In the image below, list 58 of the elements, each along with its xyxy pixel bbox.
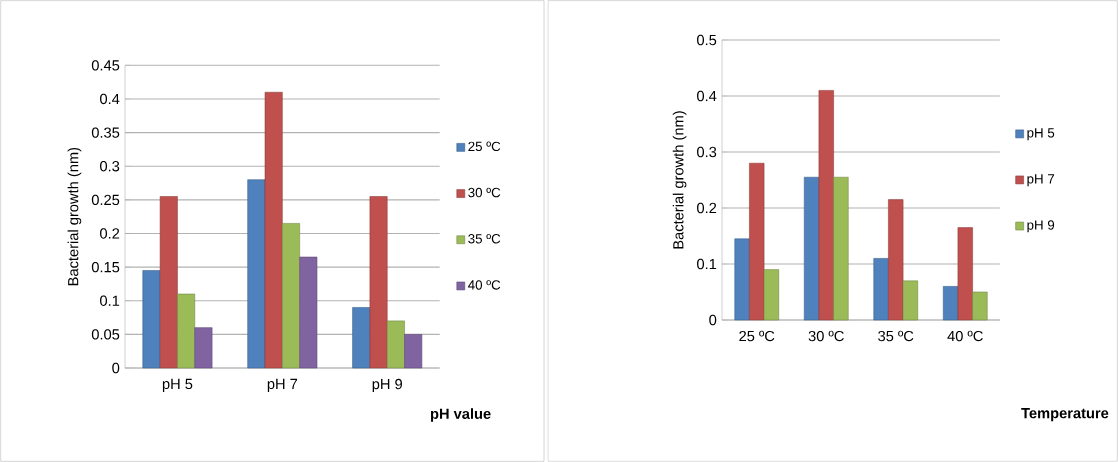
y-axis-title: Bacterial growth (nm)	[672, 111, 687, 249]
y-tick-label: 0.05	[91, 329, 120, 340]
x-tick-label: 40 ºC	[947, 330, 983, 342]
bar	[833, 176, 849, 321]
legend-label: 35 ºC	[468, 234, 501, 244]
y-tick-label: 0.1	[697, 258, 717, 270]
y-tick-label: 0.25	[91, 194, 120, 206]
bar	[734, 238, 750, 321]
y-tick-label: 0.35	[91, 127, 120, 138]
bar	[352, 307, 371, 369]
bar	[386, 320, 405, 369]
x-tick-label: 35 ºC	[878, 330, 914, 342]
legend-label: pH 5	[1027, 128, 1055, 141]
x-tick-label: pH 9	[372, 378, 403, 393]
y-tick-label: 0.15	[91, 261, 120, 273]
bar	[957, 227, 973, 321]
x-tick-label: pH 7	[267, 378, 298, 392]
y-axis-title: Bacterial growth (nm)	[67, 147, 82, 286]
bar	[264, 91, 283, 369]
x-axis-title: pH value	[430, 408, 491, 422]
bar	[142, 270, 161, 369]
bar	[159, 196, 178, 369]
x-tick-label: pH 5	[162, 378, 193, 392]
bar	[902, 280, 919, 321]
bar	[942, 286, 959, 321]
bar	[299, 256, 318, 369]
y-tick-label: 0.3	[697, 146, 717, 158]
bar	[749, 162, 765, 321]
legend-label: pH 7	[1027, 174, 1055, 187]
y-tick-label: 0.45	[91, 60, 120, 71]
bar	[972, 291, 988, 321]
y-tick-label: 0.2	[100, 228, 120, 239]
legend-label: 25 ºC	[468, 141, 501, 152]
legend-label: 40 ºC	[468, 280, 501, 290]
x-axis-title: Temperature	[1021, 408, 1109, 422]
bar	[763, 269, 780, 321]
y-tick-label: 0.4	[100, 93, 120, 105]
y-tick-label: 0.5	[697, 34, 717, 46]
legend-label: pH 9	[1027, 220, 1055, 233]
y-tick-label: 0.1	[100, 295, 120, 306]
bar	[369, 196, 388, 369]
y-tick-label: 0.3	[100, 161, 120, 172]
bar	[282, 223, 300, 369]
y-tick-label: 0	[709, 314, 717, 326]
x-tick-label: 30 ºC	[808, 330, 844, 342]
bar	[818, 90, 834, 321]
y-tick-label: 0.2	[697, 202, 717, 214]
legend-label: 30 ºC	[468, 187, 501, 198]
bar	[404, 334, 423, 369]
bar	[194, 327, 213, 369]
x-tick-label: 25 ºC	[739, 330, 775, 342]
y-tick-label: 0	[112, 362, 120, 374]
y-tick-label: 0.4	[697, 90, 717, 102]
bar	[247, 179, 266, 369]
bar	[177, 293, 196, 369]
bar	[873, 258, 889, 321]
bar	[888, 199, 904, 321]
bar	[803, 176, 820, 321]
